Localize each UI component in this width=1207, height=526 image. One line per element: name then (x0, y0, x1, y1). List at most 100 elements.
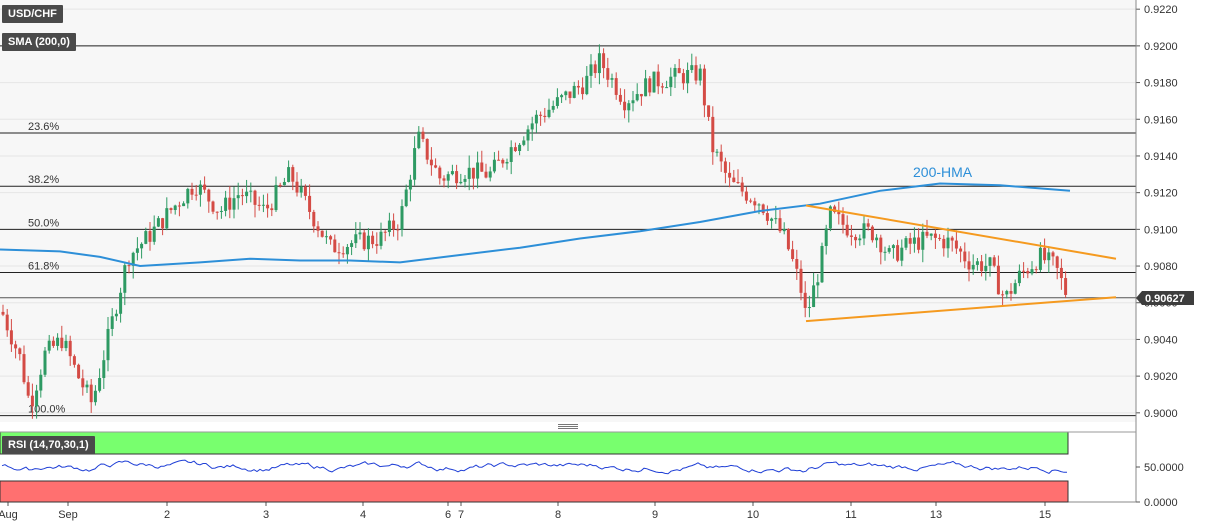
candle-body (408, 179, 412, 190)
candle-body (312, 211, 316, 227)
candle-body (518, 144, 522, 152)
candle-body (833, 206, 837, 212)
sma-indicator-tag[interactable]: SMA (200,0) (2, 33, 76, 51)
candle-body (131, 252, 135, 266)
candle-body (543, 115, 547, 118)
candle-body (446, 174, 450, 181)
candle-body (467, 167, 471, 179)
candle-body (119, 292, 123, 314)
trendline-lower (805, 296, 1117, 323)
candle-body (182, 203, 186, 207)
fib-label: 50.0% (28, 217, 59, 229)
candle-body (224, 197, 228, 211)
x-tick-label: 2 (164, 509, 170, 521)
candle-body (169, 208, 173, 211)
candle-body (820, 246, 824, 283)
rsi-indicator-tag[interactable]: RSI (14,70,30,1) (2, 436, 95, 454)
y-tick-label: 0.9200 (1144, 41, 1178, 53)
candle-body (240, 195, 244, 197)
candle-body (803, 292, 807, 308)
fib-label: 38.2% (28, 174, 59, 186)
candle-body (1038, 247, 1042, 270)
candle-body (60, 337, 64, 349)
candle-body (660, 86, 664, 88)
candle-body (400, 206, 404, 230)
candle-body (471, 167, 475, 179)
candle-body (291, 167, 295, 182)
candle-body (413, 148, 417, 180)
candle-body (602, 53, 606, 69)
candle-body (996, 265, 1000, 295)
pane-resize-handle[interactable] (558, 424, 578, 430)
x-tick-label: 3 (263, 509, 269, 521)
candle-body (1, 311, 5, 315)
candle-body (77, 364, 81, 379)
candle-body (513, 147, 517, 152)
candle-body (975, 261, 979, 265)
candle-body (375, 244, 379, 246)
candle-body (530, 123, 534, 130)
candle-body (509, 147, 513, 162)
candle-body (950, 237, 954, 241)
candle-body (18, 348, 22, 355)
candle-body (442, 178, 446, 181)
candle-body (988, 257, 992, 266)
candle-body (308, 195, 312, 212)
candle-body (165, 208, 169, 229)
candle-body (387, 220, 391, 233)
candle-body (287, 167, 291, 182)
symbol-tag[interactable]: USD/CHF (2, 5, 63, 23)
candle-body (534, 114, 538, 124)
candle-body (896, 245, 900, 261)
candle-body (450, 171, 454, 175)
candle-body (476, 162, 480, 179)
candle-body (581, 87, 585, 95)
candle-body (488, 171, 492, 178)
candle-body (770, 218, 774, 221)
candle-body (434, 165, 438, 168)
candle-body (623, 101, 627, 111)
candle-body (942, 238, 946, 249)
candle-body (870, 226, 874, 241)
candle-body (807, 307, 811, 309)
candle-body (555, 97, 559, 106)
candle-body (303, 186, 307, 196)
candle-body (324, 236, 328, 238)
candle-body (698, 68, 702, 81)
candle-body (114, 313, 118, 317)
candle-body (455, 171, 459, 184)
candle-body (459, 181, 463, 184)
candle-body (723, 161, 727, 173)
candle-body (43, 350, 47, 375)
candle-body (1001, 294, 1005, 296)
candle-body (47, 340, 51, 351)
candle-body (333, 239, 337, 253)
candle-body (438, 167, 442, 179)
x-tick-label: 10 (747, 509, 759, 521)
candle-body (219, 210, 223, 212)
candle-body (686, 69, 690, 84)
candle-body (946, 237, 950, 249)
candle-body (278, 184, 282, 186)
candle-body (396, 229, 400, 231)
candle-body (921, 231, 925, 250)
trendlines (805, 204, 1117, 323)
candle-body (980, 261, 984, 272)
candle-body (938, 237, 942, 239)
candle-body (35, 390, 39, 407)
candle-body (912, 237, 916, 244)
candle-body (757, 204, 761, 206)
candle-body (161, 218, 165, 229)
candle-body (102, 360, 106, 378)
candle-body (110, 316, 114, 329)
candle-body (1030, 269, 1034, 274)
candle-body (72, 356, 76, 365)
candle-body (564, 91, 568, 96)
candle-body (274, 184, 278, 211)
candle-body (249, 190, 253, 192)
candle-body (228, 197, 232, 210)
candle-body (329, 236, 333, 240)
x-tick-label: 4 (360, 509, 366, 521)
candle-body (236, 195, 240, 199)
